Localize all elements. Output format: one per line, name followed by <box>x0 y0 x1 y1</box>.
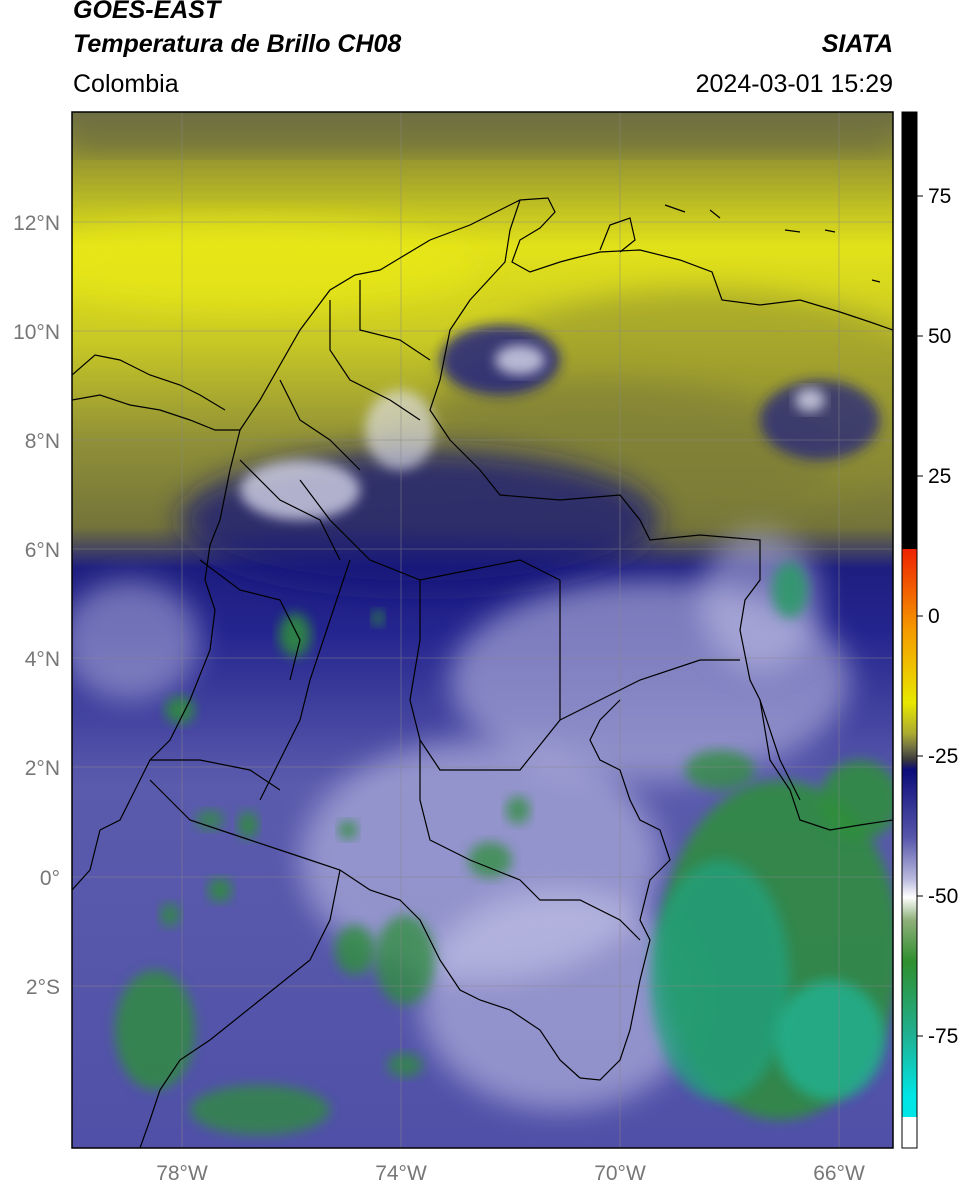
lat-label: 12°N <box>13 212 60 235</box>
graticule <box>72 112 893 1148</box>
colorbar-tick-label: 25 <box>928 465 951 488</box>
ecuador-peru-border <box>139 869 341 1148</box>
internal-division-5 <box>419 740 641 941</box>
brand-label: SIATA <box>821 30 893 58</box>
datetime-label: 2024-03-01 15:29 <box>695 70 893 98</box>
colombia-venezuela-border <box>429 199 893 831</box>
colorbar: 75 50 25 0 -25 -50 -75 <box>901 111 958 1149</box>
internal-division-4 <box>559 659 740 721</box>
colombia-peru-border <box>149 779 581 1079</box>
internal-division-3 <box>409 580 561 771</box>
internal-division-10 <box>199 559 301 681</box>
colombia-brazil-border <box>579 699 671 1081</box>
ecuador-peru-coast <box>72 829 101 891</box>
venezuela-brazil-border <box>759 699 801 801</box>
product-title: Temperatura de Brillo CH08 <box>73 30 402 58</box>
longitude-labels: 78°W 74°W 70°W 66°W <box>156 1162 865 1185</box>
internal-division-7 <box>359 280 431 361</box>
lon-label: 66°W <box>813 1162 865 1185</box>
lat-label: 6°N <box>25 539 60 562</box>
internal-division-2 <box>259 559 351 801</box>
internal-division-9 <box>239 459 341 561</box>
paraguana <box>599 217 636 253</box>
colorbar-gradient <box>901 111 918 1149</box>
coastlines-and-borders <box>72 197 893 1148</box>
latitude-labels: 12°N 10°N 8°N 6°N 4°N 2°N 0° 2°S <box>13 212 60 999</box>
lon-label: 74°W <box>375 1162 427 1185</box>
lat-label: 0° <box>40 867 60 890</box>
satellite-imagery <box>72 112 893 1148</box>
internal-division-8 <box>279 379 361 471</box>
region-label: Colombia <box>73 70 179 98</box>
lat-label: 2°S <box>26 976 60 999</box>
venezuela-islands <box>664 204 881 283</box>
colorbar-tick-label: -25 <box>928 745 958 768</box>
lat-label: 10°N <box>13 321 60 344</box>
panama-isthmus <box>72 394 240 431</box>
colorbar-tick-label: 0 <box>928 605 940 628</box>
colorbar-tick-label: -50 <box>928 885 958 908</box>
lat-label: 2°N <box>25 757 60 780</box>
lat-label: 4°N <box>25 648 60 671</box>
internal-division-6 <box>329 300 421 421</box>
colorbar-ticks: 75 50 25 0 -25 -50 -75 <box>917 185 958 1048</box>
colorbar-tick-label: -75 <box>928 1025 958 1048</box>
lon-label: 70°W <box>594 1162 646 1185</box>
caribbean-coast <box>239 197 893 431</box>
pacific-coast <box>99 429 241 831</box>
satellite-title: GOES-EAST <box>73 0 221 24</box>
central-america <box>72 354 226 411</box>
lat-label: 8°N <box>25 430 60 453</box>
map-frame <box>71 111 894 1149</box>
internal-division-11 <box>150 759 281 791</box>
colorbar-tick-label: 75 <box>928 185 951 208</box>
colorbar-tick-label: 50 <box>928 325 951 348</box>
lon-label: 78°W <box>156 1162 208 1185</box>
